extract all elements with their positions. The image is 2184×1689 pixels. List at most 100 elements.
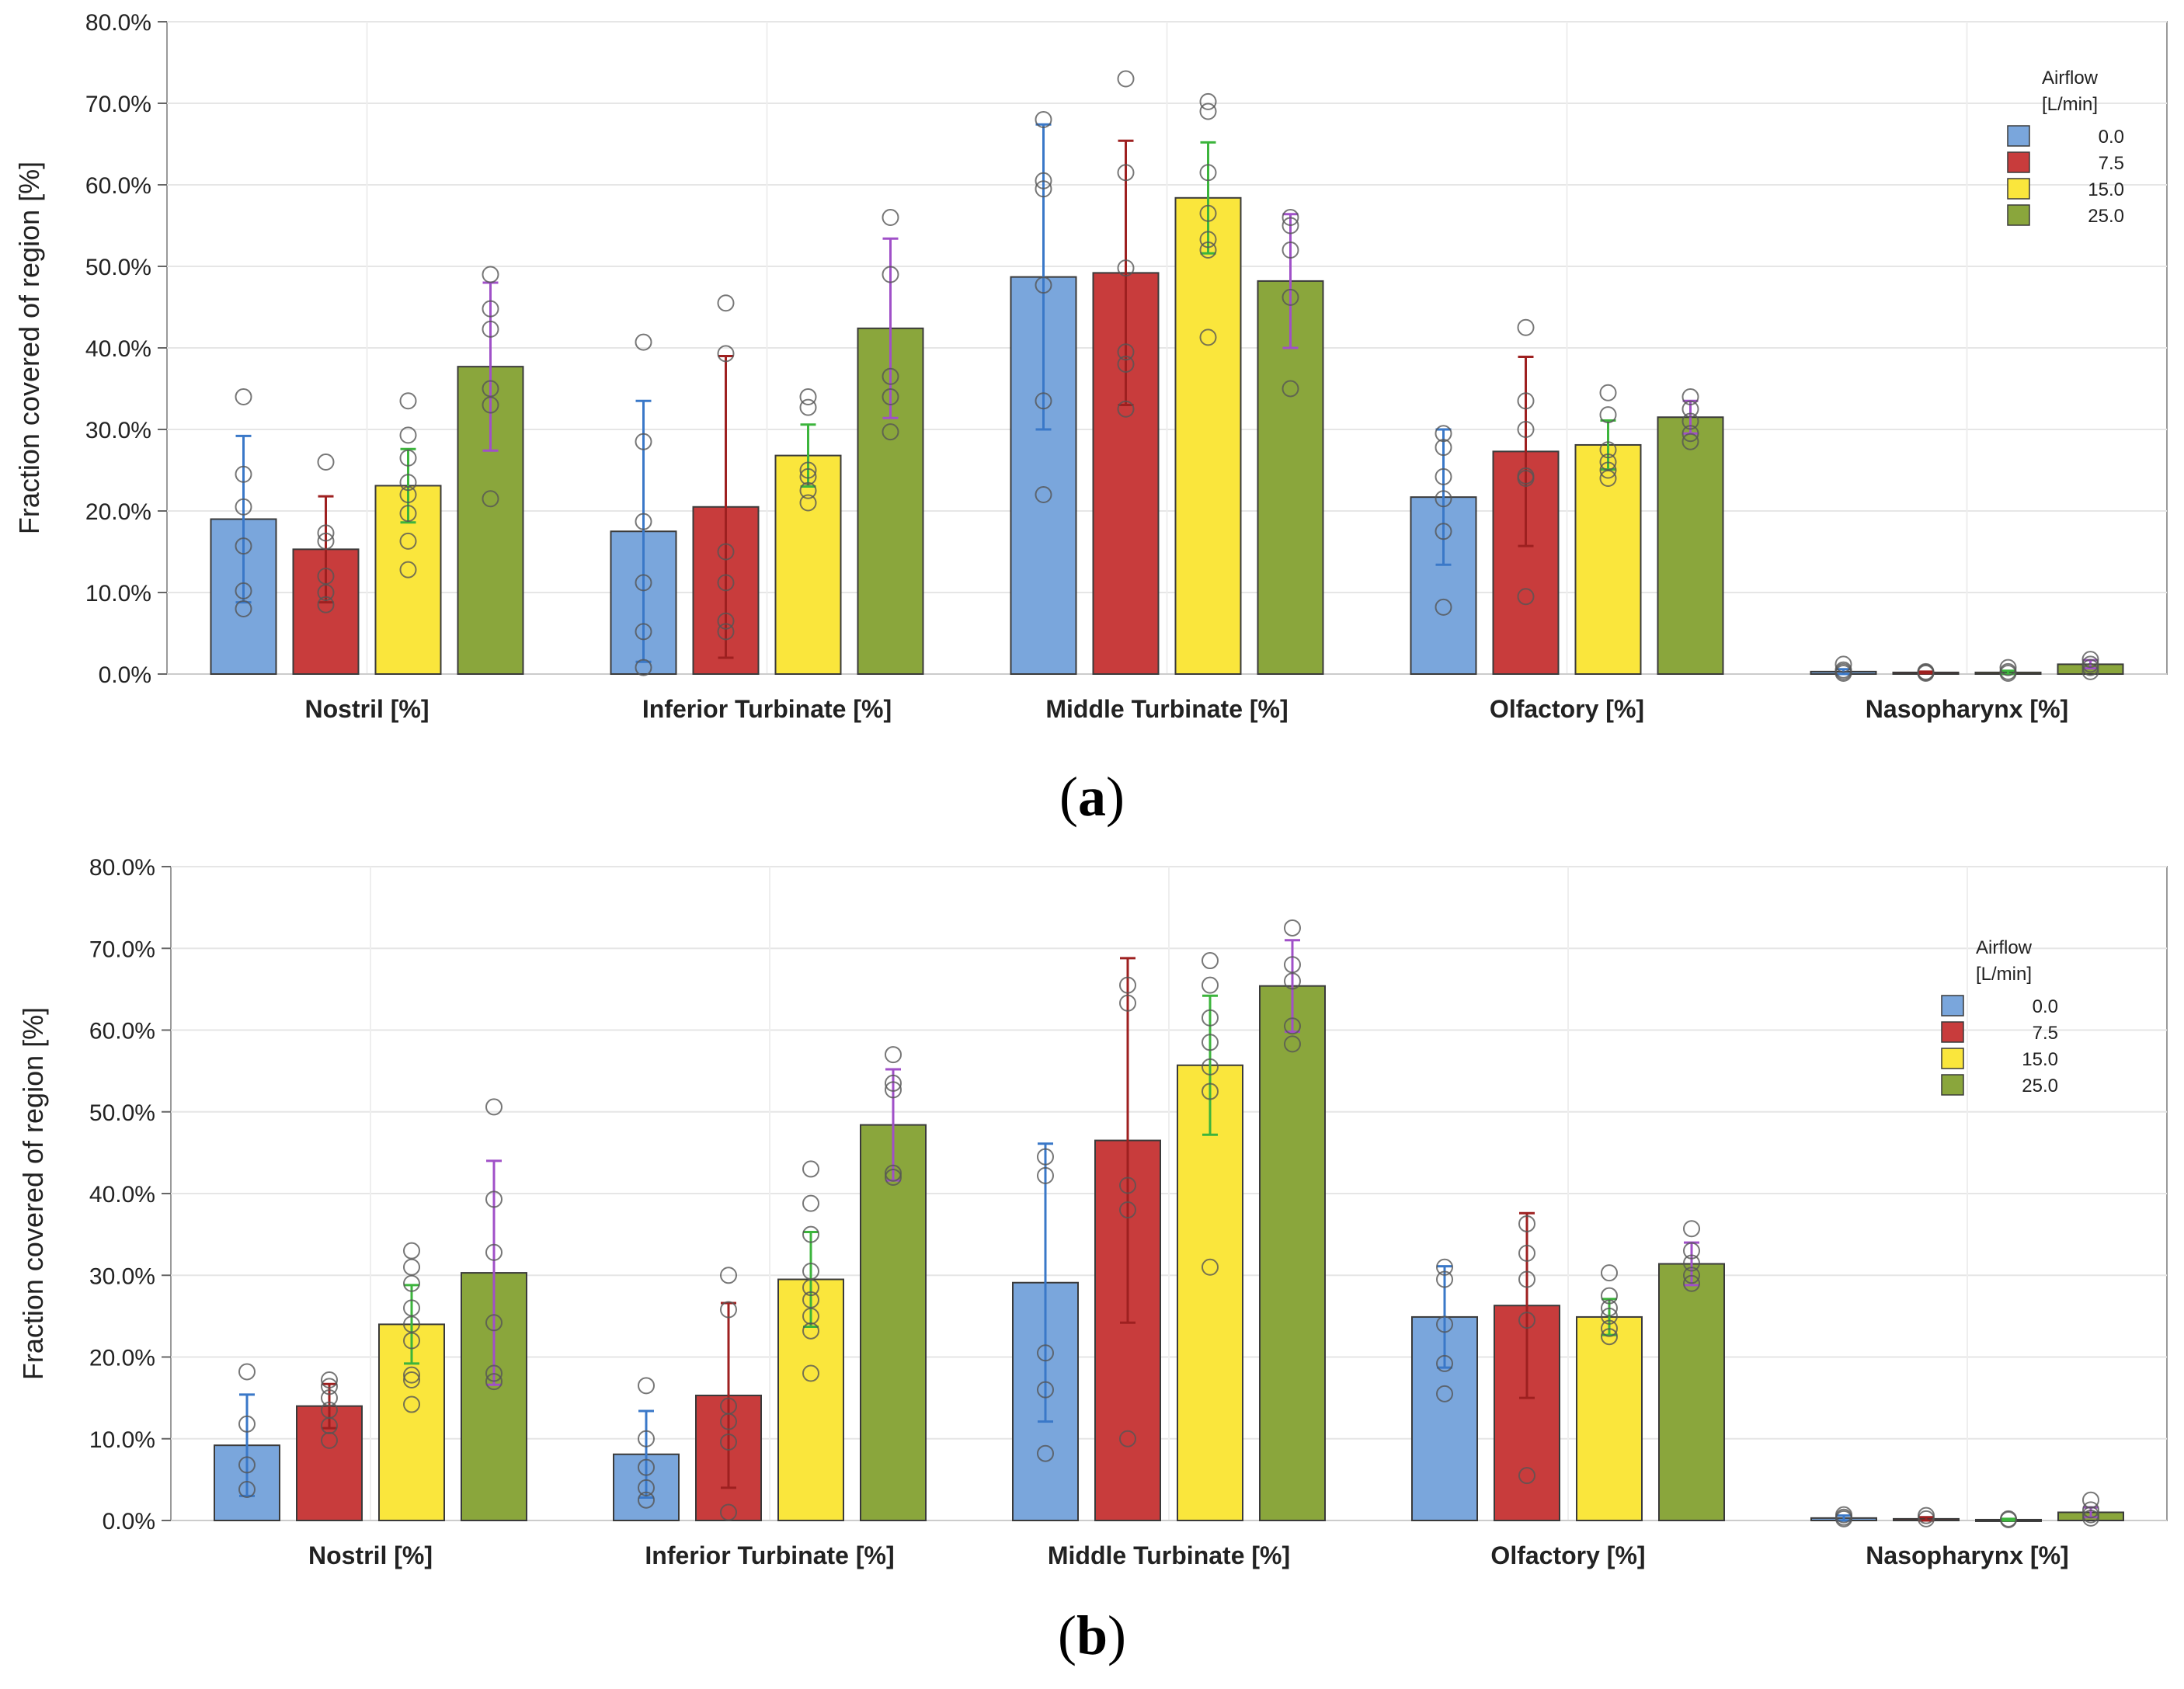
chart-b-point-s0-c2 bbox=[1037, 1344, 1054, 1362]
chart-a-bar-s3-c3 bbox=[1657, 416, 1724, 675]
chart-a-point-s2-c1 bbox=[799, 481, 817, 499]
chart-b-point-s2-c1 bbox=[802, 1194, 819, 1212]
chart-a-point-s2-c0 bbox=[399, 474, 417, 492]
chart-b-point-s3-c3 bbox=[1683, 1242, 1700, 1260]
chart-a-point-s0-c4 bbox=[1834, 655, 1852, 673]
chart-a-point-s3-c1 bbox=[882, 388, 899, 405]
chart-b-point-s2-c4 bbox=[2000, 1510, 2017, 1528]
chart-b-point-s3-c2 bbox=[1284, 972, 1301, 990]
chart-a-svg: 0.0% 10.0% 20.0% 30.0% 40.0% 50.0% 60.0% 70.0% 8… bbox=[13, 10, 2168, 723]
chart-a-point-s0-c1 bbox=[635, 659, 652, 676]
chart-b-category-label: Nasopharynx [%] bbox=[1866, 1541, 2068, 1569]
chart-b-ytick-label: 50.0% bbox=[89, 1100, 155, 1126]
chart-a-ytick-label: 10.0% bbox=[85, 581, 151, 606]
chart-b-point-s1-c0 bbox=[321, 1416, 338, 1434]
chart-b-point-s3-c0 bbox=[485, 1314, 503, 1332]
chart-b-point-s1-c2 bbox=[1119, 976, 1136, 994]
chart-a-point-s1-c2 bbox=[1117, 164, 1135, 182]
chart-b-point-s0-c3 bbox=[1436, 1315, 1453, 1333]
chart-b-point-s1-c2 bbox=[1119, 1430, 1136, 1447]
chart-a-point-s2-c3 bbox=[1599, 441, 1617, 459]
chart-a-point-s1-c1 bbox=[717, 574, 735, 592]
chart-b-point-s0-c1 bbox=[638, 1377, 655, 1395]
chart-a-ytick-label: 40.0% bbox=[85, 336, 151, 362]
chart-a-point-s1-c2 bbox=[1117, 70, 1135, 88]
chart-a-ylabel: Fraction covered of region [%] bbox=[13, 162, 45, 534]
chart-a-point-s0-c2 bbox=[1035, 392, 1052, 410]
chart-b-point-s3-c0 bbox=[485, 1364, 503, 1382]
chart-a-point-s1-c3 bbox=[1517, 318, 1535, 336]
chart-a-point-s2-c0 bbox=[399, 426, 417, 444]
chart-b-bar-s3-c1 bbox=[860, 1124, 927, 1521]
chart-b-point-s2-c1 bbox=[802, 1291, 819, 1308]
chart-a-point-s0-c0 bbox=[235, 465, 252, 483]
chart-a-point-s1-c3 bbox=[1517, 588, 1535, 606]
chart-b-point-s2-c3 bbox=[1601, 1319, 1618, 1337]
chart-a-category-label: Nostril [%] bbox=[305, 695, 429, 723]
chart-b-point-s0-c3 bbox=[1436, 1258, 1453, 1276]
chart-b-point-s3-c4 bbox=[2082, 1491, 2099, 1509]
chart-a-point-s2-c2 bbox=[1199, 242, 1217, 259]
chart-b-ytick-label: 70.0% bbox=[89, 937, 155, 962]
chart-b-point-s0-c2 bbox=[1037, 1381, 1054, 1399]
chart-b-point-s1-c1 bbox=[720, 1503, 737, 1521]
chart-b-point-s3-c2 bbox=[1284, 1035, 1301, 1053]
chart-a-point-s1-c0 bbox=[317, 596, 335, 613]
chart-b-ytick-label: 20.0% bbox=[89, 1346, 155, 1371]
chart-b-point-s2-c1 bbox=[802, 1279, 819, 1297]
panel-label-b: (b) bbox=[1057, 1604, 1126, 1666]
chart-a-point-s0-c1 bbox=[635, 333, 652, 351]
chart-b-point-s3-c3 bbox=[1683, 1267, 1700, 1284]
chart-a-point-s2-c1 bbox=[799, 494, 817, 512]
chart-a-point-s0-c0 bbox=[235, 582, 252, 599]
chart-b-point-s3-c0 bbox=[485, 1243, 503, 1261]
chart-a-point-s1-c4 bbox=[1917, 664, 1935, 682]
chart-a-point-s0-c3 bbox=[1435, 490, 1452, 508]
chart-a-point-s1-c1 bbox=[717, 543, 735, 561]
chart-b-point-s0-c1 bbox=[638, 1479, 655, 1496]
chart-a-point-s0-c3 bbox=[1435, 439, 1452, 457]
chart-a-ytick-label: 0.0% bbox=[99, 662, 151, 688]
chart-a-point-s0-c0 bbox=[235, 498, 252, 516]
chart-a-legend-subtitle: [L/min] bbox=[2042, 94, 2098, 115]
chart-b-ytick-label: 80.0% bbox=[89, 855, 155, 881]
chart-b-category-label: Middle Turbinate [%] bbox=[1048, 1541, 1290, 1569]
chart-a-point-s2-c3 bbox=[1599, 461, 1617, 479]
chart-a-point-s3-c1 bbox=[882, 266, 899, 283]
chart-a-point-s2-c0 bbox=[399, 561, 417, 579]
chart-b-ytick-label: 30.0% bbox=[89, 1263, 155, 1289]
chart-b-point-s0-c0 bbox=[238, 1363, 256, 1381]
chart-b-category-label: Olfactory [%] bbox=[1490, 1541, 1645, 1569]
chart-a-point-s1-c1 bbox=[717, 612, 735, 630]
chart-a-point-s0-c1 bbox=[635, 513, 652, 530]
chart-a-point-s2-c0 bbox=[399, 532, 417, 550]
chart-a-legend-swatch-0 bbox=[2007, 125, 2030, 147]
chart-a-point-s3-c1 bbox=[882, 367, 899, 385]
chart-b-point-s0-c1 bbox=[638, 1491, 655, 1509]
chart-b-point-s2-c0 bbox=[403, 1258, 420, 1276]
chart-b-legend-swatch-3 bbox=[1941, 1074, 1964, 1096]
chart-a-point-s3-c3 bbox=[1681, 433, 1699, 450]
chart-a-point-s3-c3 bbox=[1681, 425, 1699, 443]
chart-b-point-s3-c3 bbox=[1683, 1274, 1700, 1292]
chart-b-point-s2-c1 bbox=[802, 1307, 819, 1325]
chart-a-point-s0-c1 bbox=[635, 433, 652, 450]
chart-a-point-s2-c0 bbox=[399, 449, 417, 467]
chart-a-legend-label-1: 7.5 bbox=[2099, 153, 2124, 174]
chart-a-category-label: Middle Turbinate [%] bbox=[1045, 695, 1288, 723]
chart-b-ylabel: Fraction covered of region [%] bbox=[17, 1007, 49, 1380]
chart-a-point-s2-c3 bbox=[1599, 470, 1617, 487]
chart-a-point-s2-c2 bbox=[1199, 92, 1217, 110]
chart-a-point-s3-c2 bbox=[1282, 242, 1299, 259]
chart-a-point-s3-c2 bbox=[1282, 380, 1299, 398]
chart-b-point-s2-c0 bbox=[403, 1315, 420, 1333]
chart-b-point-s1-c1 bbox=[720, 1267, 737, 1284]
chart-b-point-s3-c0 bbox=[485, 1373, 503, 1391]
chart-b-point-s2-c3 bbox=[1601, 1328, 1618, 1346]
chart-a-point-s2-c2 bbox=[1199, 231, 1217, 248]
chart-b-point-s0-c2 bbox=[1037, 1148, 1054, 1166]
chart-a-point-s2-c3 bbox=[1599, 384, 1617, 401]
chart-a-point-s2-c1 bbox=[799, 398, 817, 416]
chart-b-point-s3-c3 bbox=[1683, 1254, 1700, 1272]
chart-a-bar-s2-c3 bbox=[1574, 443, 1642, 675]
